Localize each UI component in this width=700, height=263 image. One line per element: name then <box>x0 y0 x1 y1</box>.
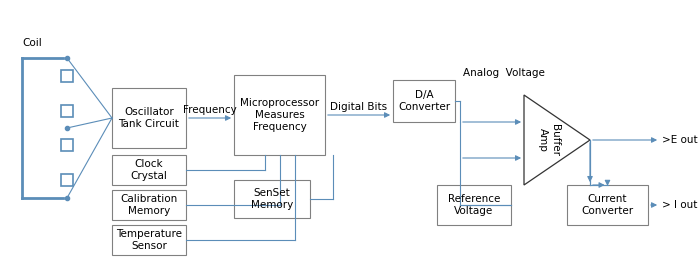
Text: Reference
Voltage: Reference Voltage <box>448 194 500 216</box>
Bar <box>234 75 325 155</box>
Text: Microprocessor
Measures
Frequency: Microprocessor Measures Frequency <box>240 98 319 132</box>
Bar <box>61 174 73 186</box>
Bar <box>61 139 73 151</box>
Text: D/A
Converter: D/A Converter <box>398 90 450 112</box>
Bar <box>437 185 511 225</box>
Text: > I out: > I out <box>662 200 697 210</box>
Text: Calibration
Memory: Calibration Memory <box>120 194 178 216</box>
Text: Clock
Crystal: Clock Crystal <box>131 159 167 181</box>
Bar <box>112 190 186 220</box>
Text: Analog  Voltage: Analog Voltage <box>463 68 545 78</box>
Text: SenSet
Memory: SenSet Memory <box>251 188 293 210</box>
Bar <box>393 80 455 122</box>
Bar <box>61 70 73 82</box>
Text: Digital Bits: Digital Bits <box>330 102 388 112</box>
Text: Frequency: Frequency <box>183 105 237 115</box>
Bar <box>567 185 648 225</box>
Bar <box>112 155 186 185</box>
Text: Current
Converter: Current Converter <box>582 194 634 216</box>
Bar <box>61 105 73 117</box>
Bar <box>112 225 186 255</box>
Bar <box>112 88 186 148</box>
Text: >E out: >E out <box>662 135 698 145</box>
Text: Buffer
Amp: Buffer Amp <box>538 124 559 156</box>
Text: Coil: Coil <box>22 38 42 48</box>
Polygon shape <box>524 95 590 185</box>
Text: Oscillator
Tank Circuit: Oscillator Tank Circuit <box>118 107 179 129</box>
Text: Temperature
Sensor: Temperature Sensor <box>116 229 182 251</box>
Bar <box>234 180 310 218</box>
